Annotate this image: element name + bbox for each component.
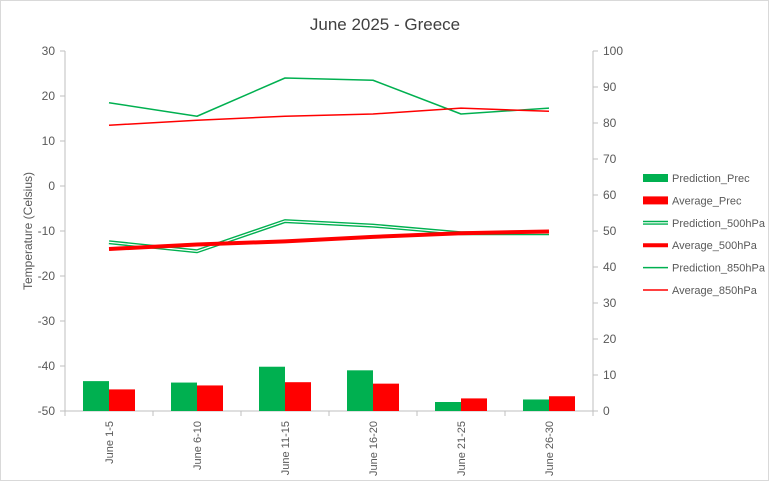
y-right-tick-label: 80 — [603, 116, 617, 130]
chart-title: June 2025 - Greece — [310, 15, 460, 34]
legend-swatch-average-prec — [643, 196, 668, 205]
bar-average-prec — [197, 385, 223, 411]
y-left-tick-label: -10 — [38, 224, 56, 238]
y-left-tick-label: -40 — [38, 359, 56, 373]
y-right-tick-label: 90 — [603, 80, 617, 94]
y-right-tick-label: 100 — [603, 44, 623, 58]
bar-prediction-prec — [83, 381, 109, 411]
y-right-tick-label: 60 — [603, 188, 617, 202]
y-left-tick-label: 0 — [48, 179, 55, 193]
y-right-tick-label: 50 — [603, 224, 617, 238]
x-tick-label: June 1-5 — [104, 421, 116, 464]
bar-prediction-prec — [523, 399, 549, 411]
bar-average-prec — [549, 396, 575, 411]
bar-prediction-prec — [171, 382, 197, 411]
y-right-tick-label: 30 — [603, 296, 617, 310]
y-right-tick-label: 20 — [603, 332, 617, 346]
y-left-tick-label: 10 — [42, 134, 56, 148]
y-left-tick-label: 30 — [42, 44, 56, 58]
y-right-tick-label: 10 — [603, 368, 617, 382]
bar-average-prec — [109, 389, 135, 411]
bars-group — [83, 366, 575, 411]
x-tick-label: June 6-10 — [192, 421, 204, 470]
y-right-tick-label: 0 — [603, 404, 610, 418]
legend-swatch-prediction-prec — [643, 174, 668, 182]
line-prediction-850hpa — [108, 77, 550, 117]
legend-label-prediction-prec: Prediction_Prec — [672, 173, 750, 185]
lines-group — [108, 77, 550, 254]
line-average-850hpa — [108, 107, 550, 126]
line-average-500hpa — [108, 229, 550, 251]
legend-label-prediction-850hpa: Prediction_850hPa — [672, 263, 766, 275]
y-right-tick-label: 70 — [603, 152, 617, 166]
bar-prediction-prec — [347, 370, 373, 411]
y-left-tick-label: -20 — [38, 269, 56, 283]
axes-group: 3020100-10-20-30-40-50100908070605040302… — [38, 44, 624, 476]
legend: Prediction_Prec Average_Prec Prediction_50… — [643, 173, 766, 297]
y-left-tick-label: 20 — [42, 89, 56, 103]
x-tick-label: June 16-20 — [368, 421, 380, 476]
bar-average-prec — [461, 398, 487, 411]
y-axis-left-label: Temperature (Celsius) — [21, 172, 35, 290]
bar-average-prec — [285, 382, 311, 411]
y-left-tick-label: -50 — [38, 404, 56, 418]
x-tick-label: June 26-30 — [544, 421, 556, 476]
bar-average-prec — [373, 383, 399, 411]
x-tick-label: June 21-25 — [456, 421, 468, 476]
legend-label-average-500hpa: Average_500hPa — [672, 240, 758, 252]
y-right-tick-label: 40 — [603, 260, 617, 274]
legend-label-average-prec: Average_Prec — [672, 195, 742, 207]
bar-prediction-prec — [259, 366, 285, 411]
x-tick-label: June 11-15 — [280, 421, 292, 475]
legend-label-average-850hpa: Average_850hPa — [672, 285, 758, 297]
bar-prediction-prec — [435, 402, 461, 411]
legend-label-prediction-500hpa: Prediction_500hPa — [672, 218, 766, 230]
y-left-tick-label: -30 — [38, 314, 56, 328]
